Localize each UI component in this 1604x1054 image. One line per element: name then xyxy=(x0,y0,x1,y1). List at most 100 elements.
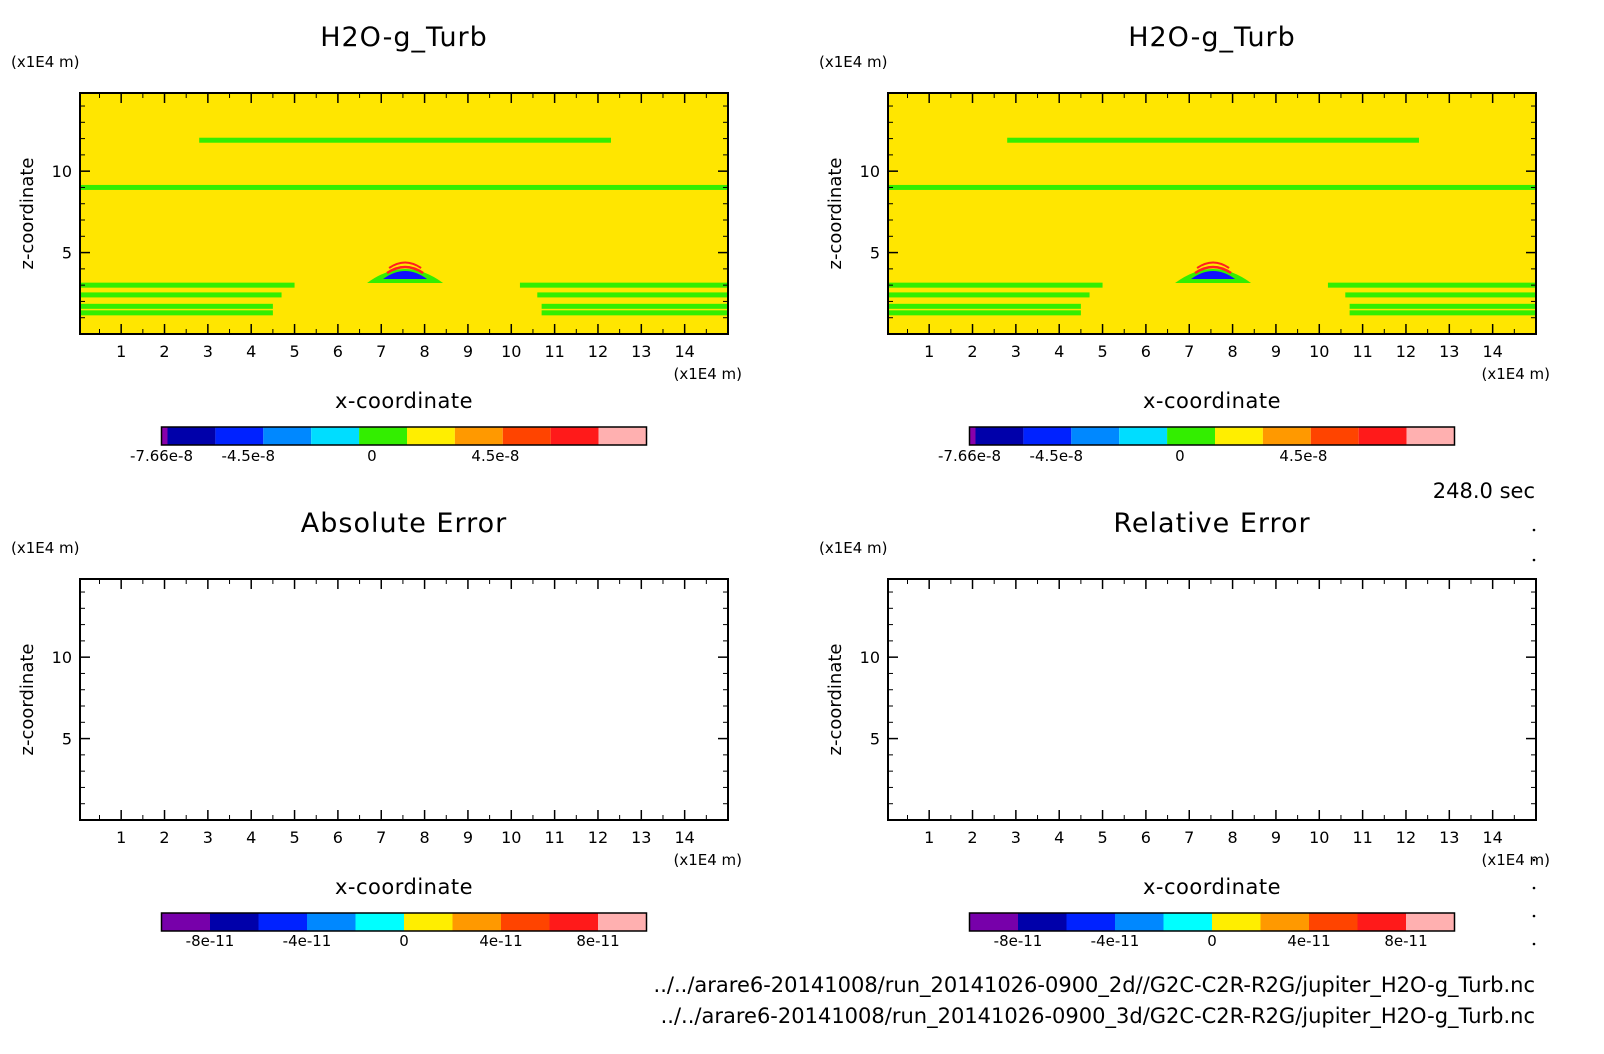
contour-band xyxy=(541,303,728,309)
colorbar-segment xyxy=(210,913,259,931)
colorbar-segment xyxy=(550,427,599,445)
colorbar-segment xyxy=(452,913,501,931)
contour-band xyxy=(1327,282,1536,288)
bubble-positive-outer xyxy=(1196,261,1230,269)
x-tick-label: 11 xyxy=(1352,828,1372,847)
x-tick-label: 14 xyxy=(1482,828,1502,847)
x-tick-label: 12 xyxy=(1396,828,1416,847)
plot-frame xyxy=(79,578,729,821)
colorbar-segment xyxy=(975,427,1024,445)
colorbar-segment xyxy=(1406,913,1455,931)
x-tick-label: 4 xyxy=(246,828,256,847)
contour-band xyxy=(1349,303,1536,309)
colorbar-segment xyxy=(1215,427,1263,445)
colorbar-segment xyxy=(1260,913,1309,931)
time-label: 248.0 sec xyxy=(1433,479,1535,503)
y-tick-label: 5 xyxy=(870,244,880,263)
colorbar-frame xyxy=(968,426,1456,446)
x-tick-label: 3 xyxy=(1011,828,1021,847)
y-axis-label: z-coordinate xyxy=(17,158,38,270)
panel-3: Absolute Error(x1E4 m)1 2 3 4 5 6 7 8 9 10 11 12 13 1… xyxy=(11,508,742,950)
x-tick-label: 8 xyxy=(1227,342,1237,361)
y-axis-label: z-coordinate xyxy=(17,644,38,756)
plot-background xyxy=(80,93,728,334)
x-axis-label: x-coordinate xyxy=(335,875,473,899)
x-tick-label: 11 xyxy=(544,828,564,847)
bubble-positive xyxy=(1194,265,1232,275)
edge-dot xyxy=(1532,942,1536,946)
colorbar-segment xyxy=(407,427,455,445)
plot-background xyxy=(888,579,1536,820)
colorbar-segment xyxy=(404,913,453,931)
x-tick-label: 2 xyxy=(159,828,169,847)
contour-band xyxy=(537,292,728,298)
colorbar-segment xyxy=(1018,913,1067,931)
colorbar-tick-label: 4e-11 xyxy=(1287,932,1330,950)
x-tick-label: 6 xyxy=(1141,828,1151,847)
contour-band xyxy=(519,282,728,288)
y-unit-label: (x1E4 m) xyxy=(11,539,80,557)
y-unit-label: (x1E4 m) xyxy=(819,53,888,71)
x-tick-label: 8 xyxy=(419,828,429,847)
panel-title: Relative Error xyxy=(1113,508,1310,539)
colorbar-segment xyxy=(1406,427,1455,445)
bubble-positive-outer xyxy=(388,261,422,269)
x-tick-label: 14 xyxy=(1482,342,1502,361)
y-unit-label: (x1E4 m) xyxy=(819,539,888,557)
colorbar-segment xyxy=(1163,913,1212,931)
colorbar-frame xyxy=(160,912,648,932)
y-axis-label: z-coordinate xyxy=(825,158,846,270)
x-tick-label: 7 xyxy=(376,828,386,847)
file-path: ../../arare6-20141008/run_20141026-0900_… xyxy=(661,1004,1535,1029)
x-tick-label: 9 xyxy=(463,342,473,361)
y-axis-label: z-coordinate xyxy=(825,644,846,756)
colorbar-tick-label: -4e-11 xyxy=(283,932,332,950)
contour-band xyxy=(1007,137,1419,143)
colorbar-tick-label: 8e-11 xyxy=(576,932,619,950)
colorbar-tick-label: -7.66e-8 xyxy=(130,447,193,465)
panel-title: Absolute Error xyxy=(301,508,507,539)
x-tick-label: 3 xyxy=(203,828,213,847)
x-tick-label: 13 xyxy=(631,828,651,847)
edge-dot xyxy=(1532,886,1536,890)
colorbar-segment xyxy=(1023,427,1072,445)
x-tick-label: 7 xyxy=(376,342,386,361)
x-tick-label: 10 xyxy=(1309,342,1329,361)
contour-band xyxy=(80,282,295,288)
colorbar-segment xyxy=(1310,427,1359,445)
x-tick-label: 9 xyxy=(1271,828,1281,847)
y-tick-label: 5 xyxy=(62,730,72,749)
plot-background xyxy=(888,93,1536,334)
x-tick-label: 5 xyxy=(1097,828,1107,847)
colorbar-segment xyxy=(307,913,356,931)
colorbar-segment xyxy=(215,427,264,445)
colorbar-frame xyxy=(160,426,648,446)
x-tick-label: 1 xyxy=(116,342,126,361)
x-unit-label: (x1E4 m) xyxy=(673,851,742,869)
y-unit-label: (x1E4 m) xyxy=(11,53,80,71)
bubble-negative xyxy=(1191,271,1236,280)
edge-dot xyxy=(1532,858,1536,862)
contour-band xyxy=(888,282,1103,288)
colorbar-segment xyxy=(1167,427,1215,445)
contour-band xyxy=(199,137,611,143)
colorbar-tick-label: -7.66e-8 xyxy=(938,447,1001,465)
x-tick-label: 8 xyxy=(419,342,429,361)
panel-2: H2O-g_Turb(x1E4 m)1 2 3 4 5 6 7 8 9 10 11 12 13 14510… xyxy=(819,22,1550,465)
colorbar-segment xyxy=(969,427,976,445)
x-tick-label: 5 xyxy=(289,828,299,847)
panel-4: Relative Error(x1E4 m)1 2 3 4 5 6 7 8 9 10 11 12 13 1… xyxy=(819,508,1550,950)
x-tick-label: 14 xyxy=(674,828,694,847)
colorbar-segment xyxy=(1066,913,1115,931)
x-tick-label: 1 xyxy=(924,828,934,847)
x-tick-label: 12 xyxy=(1396,342,1416,361)
x-tick-label: 12 xyxy=(588,342,608,361)
plot-frame xyxy=(887,578,1537,821)
colorbar-segment xyxy=(258,913,307,931)
colorbar-frame xyxy=(968,912,1456,932)
panel-1: H2O-g_Turb(x1E4 m)1 2 3 4 5 6 7 8 9 10 11 12 13 14510… xyxy=(11,22,742,465)
colorbar-segment xyxy=(263,427,312,445)
contour-band xyxy=(888,184,1536,190)
panel-title: H2O-g_Turb xyxy=(320,22,488,53)
